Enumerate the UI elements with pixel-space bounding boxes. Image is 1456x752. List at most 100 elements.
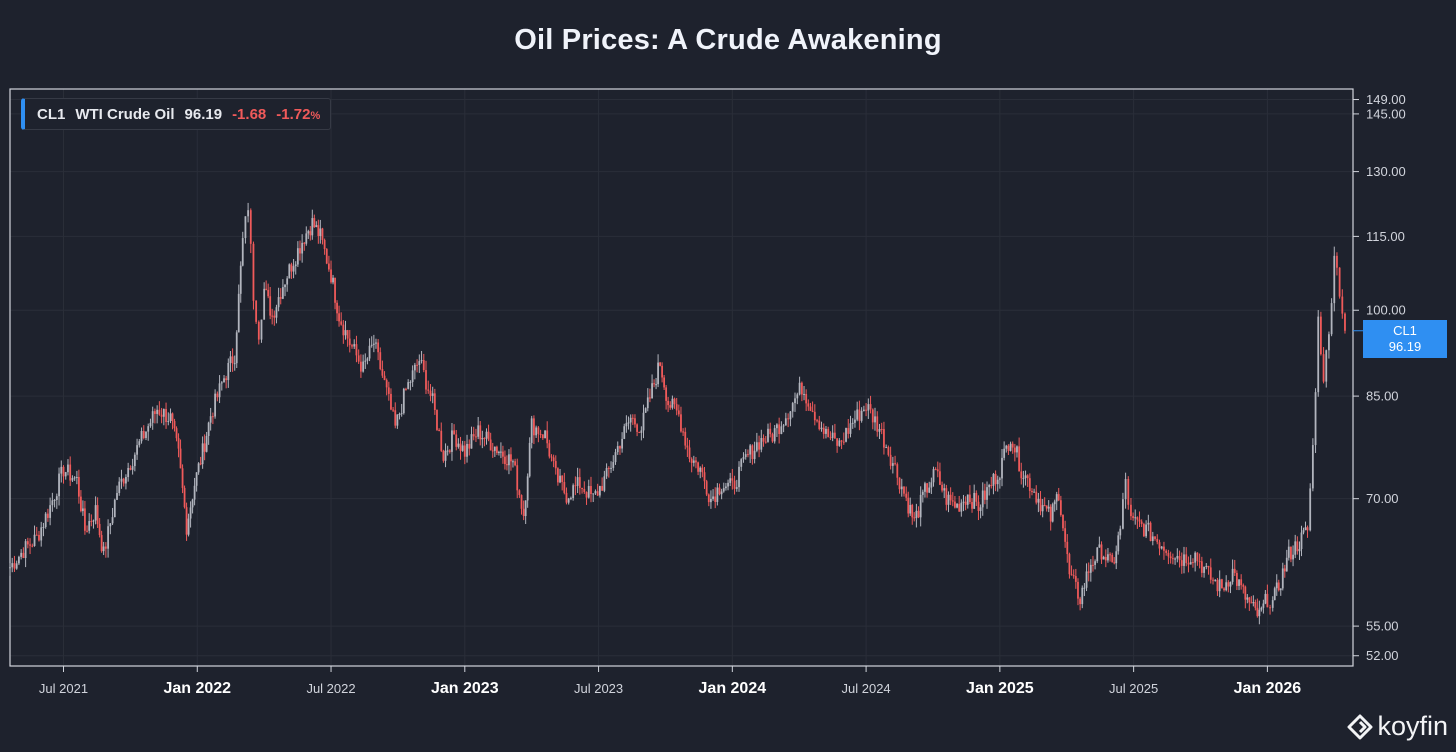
candle-body <box>508 454 510 466</box>
candle-body <box>183 487 186 508</box>
candle-body <box>1001 457 1003 479</box>
candle-body <box>1033 491 1036 493</box>
koyfin-logo: koyfin <box>1347 711 1448 742</box>
price-tag-ticker: CL1 <box>1393 323 1417 338</box>
candle-body <box>798 382 801 395</box>
candle-body <box>1240 579 1243 586</box>
candle-body <box>145 431 147 439</box>
candle-body <box>38 534 40 541</box>
candle-body <box>1003 448 1006 458</box>
candle-body <box>323 240 326 250</box>
candle-body <box>629 417 632 423</box>
candle-body <box>307 231 310 234</box>
candle-body <box>954 501 956 508</box>
candle-body <box>177 438 180 449</box>
candle-body <box>211 416 214 418</box>
candle-body <box>305 233 308 244</box>
candle-body <box>195 472 198 486</box>
candle-body <box>396 414 399 426</box>
legend-pct-sign: % <box>310 109 321 122</box>
candle-body <box>1089 564 1092 573</box>
candle-body <box>809 406 812 411</box>
x-tick-label: Jan 2022 <box>163 680 231 697</box>
candle-body <box>1336 255 1338 268</box>
candle-body <box>294 264 297 267</box>
candle-body <box>1344 313 1346 331</box>
candle-body <box>818 420 821 430</box>
candle-body <box>35 534 38 536</box>
candle-body <box>244 216 247 239</box>
candle-body <box>265 288 268 290</box>
candle-body <box>489 439 492 451</box>
candle-body <box>1062 514 1064 529</box>
candle-body <box>448 450 451 452</box>
candle-body <box>487 431 490 440</box>
candle-body <box>762 437 765 442</box>
candle-body <box>151 411 154 423</box>
candle-body <box>1092 564 1094 566</box>
candle-body <box>332 277 334 283</box>
candle-body <box>1302 530 1305 533</box>
series-legend[interactable]: CL1 WTI Crude Oil 96.19 -1.68 -1.72% <box>21 98 332 130</box>
candle-body <box>533 418 535 436</box>
candle-body <box>854 419 856 423</box>
candle-body <box>539 433 542 435</box>
candle-body <box>829 437 832 439</box>
candle-body <box>642 412 645 431</box>
candle-body <box>15 563 18 569</box>
candle-body <box>360 361 362 372</box>
candle-body <box>348 338 351 346</box>
candle-body <box>169 413 172 421</box>
candle-body <box>1264 593 1267 604</box>
candle-body <box>640 430 643 433</box>
candle-body <box>1304 527 1307 531</box>
candle-body <box>903 486 905 494</box>
candle-body <box>1147 522 1150 525</box>
candle-body <box>1314 392 1317 446</box>
candle-body <box>51 500 54 506</box>
candle-body <box>1281 568 1284 589</box>
candle-body <box>675 404 678 411</box>
candle-body <box>60 466 63 474</box>
candle-body <box>979 507 982 511</box>
candle-body <box>470 434 473 449</box>
candle-body <box>1333 255 1336 304</box>
candle-body <box>1083 587 1086 589</box>
candle-body <box>31 545 34 547</box>
candle-body <box>1163 546 1165 551</box>
candle-body <box>714 496 717 502</box>
candle-body <box>136 445 138 455</box>
candle-body <box>239 265 242 294</box>
candle-body <box>267 289 270 297</box>
candle-body <box>158 409 161 415</box>
candle-body <box>1111 554 1114 563</box>
candle-body <box>928 487 931 493</box>
legend-ticker: CL1 <box>37 105 66 123</box>
candle-body <box>1096 547 1099 562</box>
candle-body <box>459 443 462 451</box>
candle-body <box>279 297 282 299</box>
candle-body <box>738 466 740 488</box>
candle-body <box>1127 479 1130 505</box>
candle-body <box>1171 558 1174 560</box>
candle-body <box>92 520 95 522</box>
candle-body <box>842 441 845 443</box>
candle-body <box>1196 552 1199 562</box>
candle-body <box>701 467 704 473</box>
candle-body <box>934 469 937 471</box>
candle-body <box>731 478 734 481</box>
candle-body <box>504 456 506 465</box>
candle-body <box>375 342 377 344</box>
candle-body <box>255 300 258 322</box>
candle-body <box>1285 557 1288 572</box>
candle-body <box>983 490 986 500</box>
candle-body <box>740 459 743 467</box>
candle-body <box>203 443 206 452</box>
candle-body <box>1087 571 1090 573</box>
candle-body <box>288 264 291 279</box>
candle-body <box>1306 527 1309 531</box>
candle-body <box>665 387 668 401</box>
candle-body <box>355 344 358 356</box>
candle-body <box>716 487 719 502</box>
candle-body <box>926 483 928 493</box>
